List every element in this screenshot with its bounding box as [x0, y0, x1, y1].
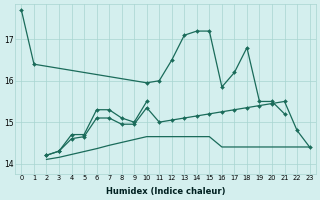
- X-axis label: Humidex (Indice chaleur): Humidex (Indice chaleur): [106, 187, 225, 196]
